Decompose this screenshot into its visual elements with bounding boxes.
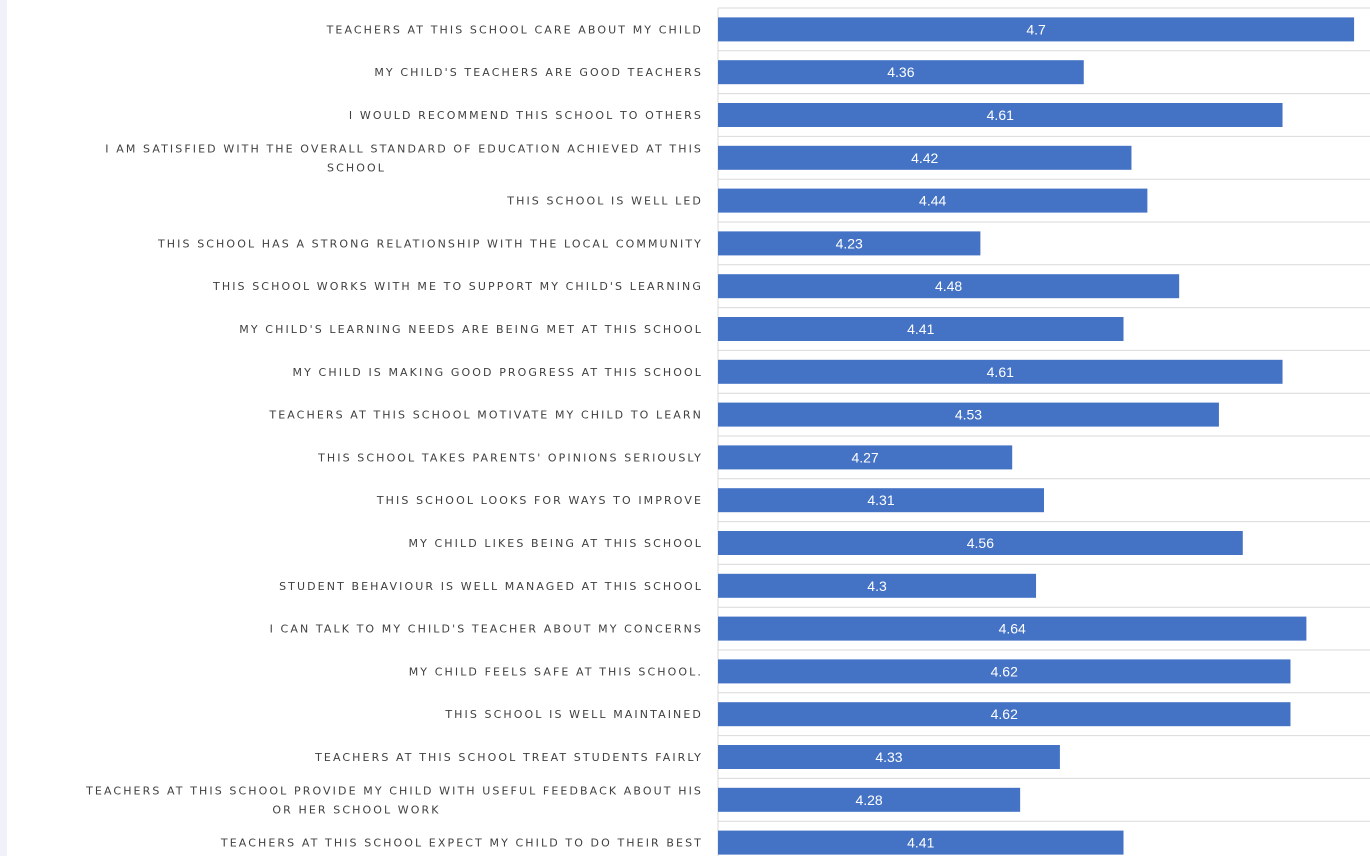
category-label: THIS SCHOOL IS WELL MAINTAINED bbox=[444, 708, 703, 721]
category-label: THIS SCHOOL LOOKS FOR WAYS TO IMPROVE bbox=[376, 494, 703, 507]
bar bbox=[718, 573, 1037, 598]
bar bbox=[718, 274, 1180, 299]
category-label: I WOULD RECOMMEND THIS SCHOOL TO OTHERS bbox=[349, 109, 703, 122]
bar bbox=[718, 745, 1060, 769]
category-label: STUDENT BEHAVIOUR IS WELL MANAGED AT THI… bbox=[279, 580, 703, 593]
bar-value-label: 4.31 bbox=[867, 492, 894, 508]
category-label: TEACHERS AT THIS SCHOOL EXPECT MY CHILD … bbox=[220, 837, 703, 850]
bar-value-label: 4.48 bbox=[935, 278, 962, 294]
bar bbox=[718, 60, 1084, 85]
category-label: TEACHERS AT THIS SCHOOL MOTIVATE MY CHIL… bbox=[268, 409, 703, 422]
category-label: I CAN TALK TO MY CHILD'S TEACHER ABOUT M… bbox=[270, 623, 703, 636]
bar bbox=[718, 830, 1124, 855]
bar-value-label: 4.27 bbox=[851, 449, 878, 465]
category-label: MY CHILD'S TEACHERS ARE GOOD TEACHERS bbox=[374, 66, 703, 79]
bar bbox=[718, 359, 1283, 384]
bar-value-label: 4.3 bbox=[867, 578, 887, 594]
bar bbox=[718, 103, 1283, 127]
category-label: I AM SATISFIED WITH THE OVERALL STANDARD… bbox=[105, 142, 703, 155]
bar-value-label: 4.41 bbox=[907, 321, 934, 337]
bar bbox=[718, 17, 1355, 42]
bar-value-label: 4.44 bbox=[919, 193, 946, 209]
category-label: MY CHILD LIKES BEING AT THIS SCHOOL bbox=[409, 537, 703, 550]
bar-value-label: 4.62 bbox=[991, 706, 1018, 722]
bar bbox=[718, 188, 1148, 213]
category-label: TEACHERS AT THIS SCHOOL PROVIDE MY CHILD… bbox=[85, 784, 703, 797]
bar bbox=[718, 616, 1307, 641]
category-label: TEACHERS AT THIS SCHOOL TREAT STUDENTS F… bbox=[314, 751, 703, 764]
left-edge-strip bbox=[0, 0, 7, 856]
category-label: MY CHILD'S LEARNING NEEDS ARE BEING MET … bbox=[239, 323, 703, 336]
bar bbox=[718, 231, 981, 256]
category-label: TEACHERS AT THIS SCHOOL CARE ABOUT MY CH… bbox=[326, 23, 703, 36]
bar-value-label: 4.23 bbox=[836, 235, 863, 251]
category-label: SCHOOL bbox=[327, 161, 386, 174]
category-label: THIS SCHOOL WORKS WITH ME TO SUPPORT MY … bbox=[212, 280, 703, 293]
bar bbox=[718, 488, 1044, 513]
bar bbox=[718, 787, 1021, 812]
bar-value-label: 4.61 bbox=[987, 364, 1014, 380]
bar-value-label: 4.53 bbox=[955, 407, 982, 423]
category-label: OR HER SCHOOL WORK bbox=[272, 803, 440, 816]
category-label: THIS SCHOOL IS WELL LED bbox=[506, 195, 703, 208]
bar bbox=[718, 659, 1291, 684]
bar-value-label: 4.61 bbox=[987, 107, 1014, 123]
bar-value-label: 4.56 bbox=[967, 535, 994, 551]
bar-value-label: 4.36 bbox=[887, 64, 914, 80]
category-label: THIS SCHOOL TAKES PARENTS' OPINIONS SERI… bbox=[317, 451, 703, 464]
bar bbox=[718, 402, 1219, 427]
bar-value-label: 4.28 bbox=[855, 792, 882, 808]
bar bbox=[718, 445, 1013, 470]
bar-value-label: 4.7 bbox=[1026, 21, 1046, 37]
bar bbox=[718, 317, 1124, 341]
bar bbox=[718, 531, 1243, 555]
bar bbox=[718, 702, 1291, 727]
bar-value-label: 4.41 bbox=[907, 835, 934, 851]
bar bbox=[718, 145, 1132, 170]
bar-value-label: 4.64 bbox=[999, 621, 1026, 637]
category-label: MY CHILD IS MAKING GOOD PROGRESS AT THIS… bbox=[293, 366, 703, 379]
bar-value-label: 4.42 bbox=[911, 150, 938, 166]
bar-value-label: 4.62 bbox=[991, 663, 1018, 679]
category-label: THIS SCHOOL HAS A STRONG RELATIONSHIP WI… bbox=[157, 237, 703, 250]
bar-value-label: 4.33 bbox=[875, 749, 902, 765]
category-label: MY CHILD FEELS SAFE AT THIS SCHOOL. bbox=[409, 665, 703, 678]
